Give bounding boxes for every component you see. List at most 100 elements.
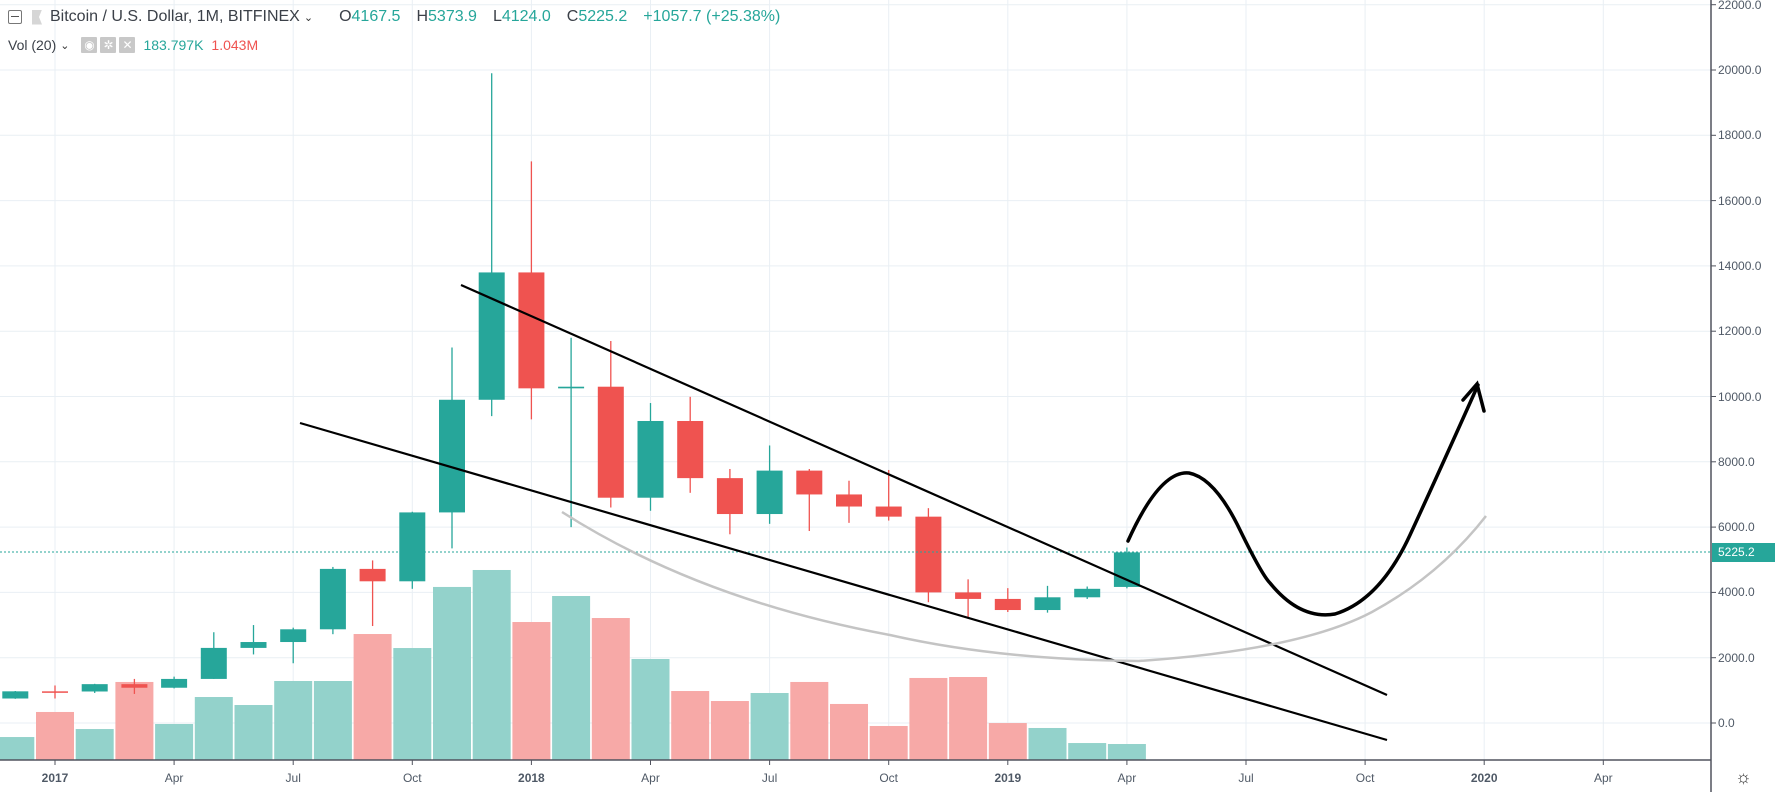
- candles: [2, 73, 1140, 699]
- candle-body: [796, 470, 823, 495]
- volume-bar: [750, 693, 789, 760]
- candle-body: [955, 592, 982, 599]
- candle-body: [121, 684, 148, 688]
- volume-title[interactable]: Vol (20): [8, 37, 57, 53]
- settings-gear-icon[interactable]: ☼: [1735, 767, 1752, 787]
- low-value: 4124.0: [501, 8, 551, 25]
- volume-bar: [115, 681, 154, 760]
- candle-body: [161, 678, 188, 688]
- candle-body: [399, 512, 426, 582]
- symbol-title[interactable]: Bitcoin / U.S. Dollar, 1M, BITFINEX: [50, 8, 300, 25]
- chevron-down-icon[interactable]: ⌄: [303, 11, 314, 24]
- volume-bar: [0, 737, 35, 760]
- volume-row: Vol (20) ⌄ ◉ ✲ ✕ 183.797K 1.043M: [8, 34, 780, 56]
- price-tick-label: 0.0: [1718, 716, 1735, 730]
- volume-bar: [274, 681, 313, 760]
- volume-bars: [0, 569, 1146, 760]
- time-tick-label: 2019: [994, 771, 1022, 785]
- gear-icon[interactable]: ✲: [100, 37, 117, 53]
- volume-bar: [591, 618, 630, 760]
- time-tick-label: Jul: [285, 771, 301, 785]
- volume-bar: [1107, 744, 1146, 760]
- candle-body: [875, 506, 902, 517]
- drawings: [299, 283, 1487, 742]
- open-value: 4167.5: [351, 8, 401, 25]
- time-tick-label: Oct: [1355, 771, 1375, 785]
- candle-body: [836, 494, 862, 507]
- candle-body: [558, 386, 585, 389]
- flag-icon[interactable]: [32, 9, 42, 25]
- rounded-bottom-arc[interactable]: [561, 510, 1487, 663]
- time-tick-label: 2020: [1470, 771, 1498, 785]
- candle-body: [915, 516, 942, 593]
- price-tick-label: 10000.0: [1718, 389, 1762, 404]
- candle-body: [359, 568, 386, 582]
- chart-legend: Bitcoin / U.S. Dollar, 1M, BITFINEX ⌄ O4…: [8, 6, 780, 56]
- eye-icon[interactable]: ◉: [81, 37, 98, 53]
- volume-bar: [353, 634, 392, 760]
- candle-body: [42, 691, 68, 693]
- candle-body: [597, 386, 624, 498]
- volume-bar: [234, 705, 273, 760]
- volume-bar: [869, 725, 908, 760]
- candle-body: [240, 642, 267, 648]
- candle-body: [518, 272, 545, 389]
- candle-body: [716, 478, 743, 515]
- price-tick-label: 4000.0: [1718, 585, 1755, 600]
- volume-bar: [790, 681, 829, 760]
- candle-body: [1113, 552, 1140, 587]
- price-tick-label: 12000.0: [1718, 324, 1762, 339]
- projection-arrow-path[interactable]: [1126, 383, 1480, 617]
- volume-bar: [909, 677, 948, 760]
- price-tick-label: 20000.0: [1718, 63, 1762, 77]
- volume-bar: [949, 677, 988, 760]
- volume-bar: [671, 691, 710, 760]
- volume-bar: [631, 658, 670, 760]
- volume-bar: [830, 703, 868, 760]
- upper-trendline[interactable]: [460, 283, 1388, 697]
- candle-body: [637, 420, 664, 498]
- close-icon[interactable]: ✕: [119, 37, 136, 53]
- volume-bar: [393, 648, 432, 760]
- candle-body: [994, 598, 1021, 611]
- volume-ma-value: 1.043M: [211, 37, 259, 53]
- time-tick-label: 2018: [518, 771, 545, 785]
- close-value: 5225.2: [578, 8, 628, 25]
- time-tick-label: 2017: [41, 771, 69, 785]
- candle-body: [2, 691, 29, 699]
- high-value: 5373.9: [428, 8, 477, 25]
- candle-body: [1074, 588, 1101, 598]
- volume-bar: [75, 729, 114, 760]
- volume-bar: [710, 701, 749, 760]
- candle-body: [319, 568, 346, 630]
- price-tick-label: 2000.0: [1718, 650, 1755, 665]
- time-tick-label: Apr: [1117, 771, 1137, 785]
- price-tick-label: 8000.0: [1718, 454, 1755, 469]
- volume-bar: [512, 622, 551, 760]
- time-tick-label: Apr: [1593, 771, 1613, 785]
- candle-body: [478, 272, 505, 400]
- volume-bar: [155, 723, 194, 760]
- price-tick-label: 18000.0: [1718, 128, 1762, 143]
- lower-trendline[interactable]: [299, 421, 1388, 742]
- price-tick-label: 14000.0: [1718, 258, 1762, 273]
- volume-bar: [472, 569, 511, 760]
- open-label: O: [339, 8, 352, 25]
- symbol-row: Bitcoin / U.S. Dollar, 1M, BITFINEX ⌄ O4…: [8, 6, 780, 28]
- volume-bar: [433, 586, 471, 760]
- candle-body: [677, 420, 704, 479]
- change-value: +1057.7 (+25.38%): [643, 8, 781, 25]
- volume-bar: [313, 681, 352, 760]
- candle-body: [200, 647, 227, 679]
- volume-bar: [988, 723, 1027, 760]
- last-price-badge: 5225.2: [1712, 543, 1775, 562]
- volume-bar: [552, 596, 591, 760]
- volume-bar: [194, 697, 233, 760]
- candle-body: [439, 399, 465, 513]
- price-tick-label: 16000.0: [1718, 193, 1762, 208]
- candle-body: [756, 470, 783, 515]
- chevron-down-icon[interactable]: ⌄: [60, 39, 70, 52]
- collapse-icon[interactable]: [8, 10, 22, 24]
- time-tick-label: Oct: [879, 771, 899, 785]
